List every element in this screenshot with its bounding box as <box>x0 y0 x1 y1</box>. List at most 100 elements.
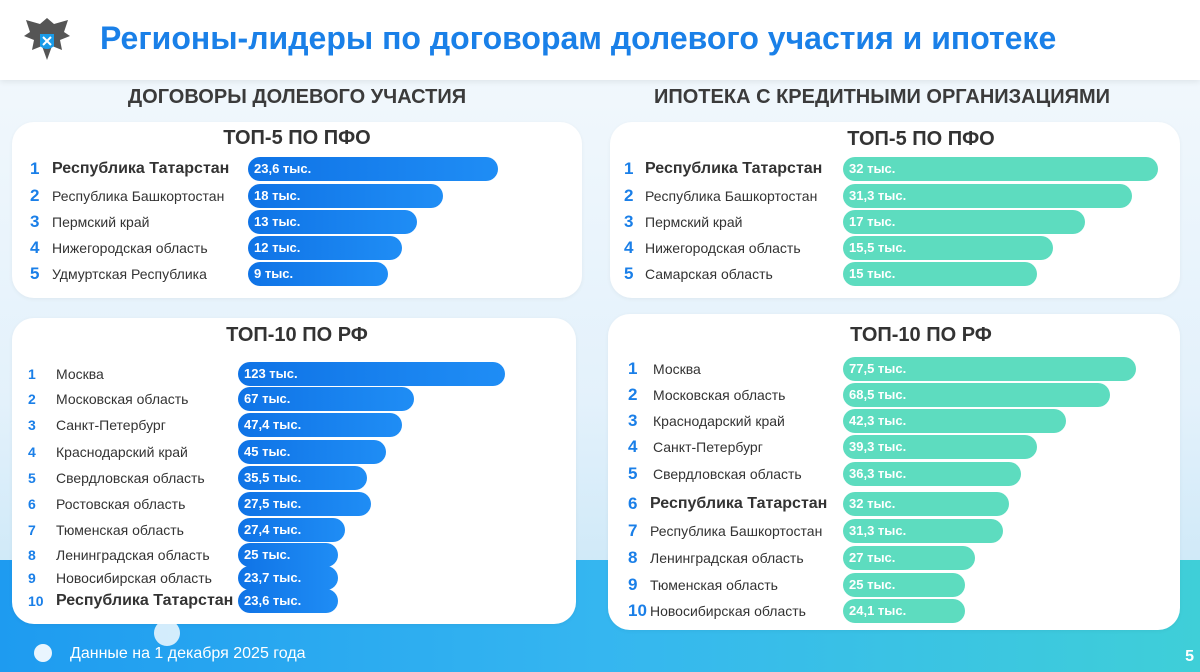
ddu-top5-region-name: Республика Башкортостан <box>52 188 225 204</box>
ddu-top5-rank: 4 <box>30 238 40 257</box>
mortgage-top5-region-name: Республика Татарстан <box>645 160 823 177</box>
mortgage-top5-rank: 1 <box>624 159 634 178</box>
mortgage-top10-value-bar: 68,5 тыс. <box>843 383 1110 407</box>
mortgage-top5-region-name: Самарская область <box>645 266 773 282</box>
mortgage-top10-title: ТОП-10 ПО РФ <box>850 324 992 346</box>
mortgage-top5-region-name: Республика Башкортостан <box>645 188 818 204</box>
mortgage-top10-value-bar: 42,3 тыс. <box>843 409 1066 433</box>
mortgage-top10-value-bar: 31,3 тыс. <box>843 519 1003 543</box>
mortgage-top5-rank: 5 <box>624 264 634 283</box>
page-title: Регионы-лидеры по договорам долевого уча… <box>100 20 1057 56</box>
location-pin-icon <box>34 644 52 662</box>
mortgage-top5-rank: 3 <box>624 212 634 231</box>
mortgage-top5-rank: 2 <box>624 186 634 205</box>
mortgage-top5-region-name: Нижегородская область <box>645 240 801 256</box>
ddu-top10-rank: 1 <box>28 366 36 382</box>
mortgage-top10-region-name: Московская область <box>653 387 786 403</box>
ddu-top10-rank: 7 <box>28 522 36 538</box>
ddu-top10-rank: 5 <box>28 470 36 486</box>
mortgage-top5-title: ТОП-5 ПО ПФО <box>847 128 995 150</box>
mortgage-top10-region-name: Санкт-Петербург <box>653 439 763 455</box>
mortgage-top10-rank: 6 <box>628 494 638 513</box>
mortgage-top10-rank: 1 <box>628 359 638 378</box>
ddu-top5-value-bar: 9 тыс. <box>248 262 388 286</box>
ddu-top10-rank: 4 <box>28 444 36 460</box>
mortgage-top5-value-bar: 31,3 тыс. <box>843 184 1132 208</box>
ddu-top10-rank: 2 <box>28 391 36 407</box>
ddu-top10-region-name: Свердловская область <box>56 470 205 486</box>
ddu-top10-rank: 10 <box>28 593 44 609</box>
emblem-logo-icon <box>24 18 70 60</box>
mortgage-top10-region-name: Республика Башкортостан <box>650 523 823 539</box>
ddu-top10-value-bar: 27,4 тыс. <box>238 518 345 542</box>
ddu-top5-value-bar: 23,6 тыс. <box>248 157 498 181</box>
ddu-top5-region-name: Нижегородская область <box>52 240 208 256</box>
mortgage-top10-rank: 7 <box>628 521 638 540</box>
mortgage-top10-region-name: Новосибирская область <box>650 603 806 619</box>
mortgage-top5-value-bar: 15 тыс. <box>843 262 1037 286</box>
ddu-top10-region-name: Ленинградская область <box>56 547 210 563</box>
mortgage-top10-region-name: Ленинградская область <box>650 550 804 566</box>
ddu-top5-rank: 1 <box>30 159 40 178</box>
mortgage-top10-value-bar: 27 тыс. <box>843 546 975 570</box>
right-section-heading: ИПОТЕКА С КРЕДИТНЫМИ ОРГАНИЗАЦИЯМИ <box>653 86 1111 108</box>
ddu-top5-value-bar: 18 тыс. <box>248 184 443 208</box>
user-icon <box>154 620 180 646</box>
header: Регионы-лидеры по договорам долевого уча… <box>0 0 1200 80</box>
ddu-top5-title: ТОП-5 ПО ПФО <box>223 127 371 149</box>
data-date-note: Данные на 1 декабря 2025 года <box>70 645 306 662</box>
mortgage-top10-rank: 2 <box>628 385 638 404</box>
ddu-top10-value-bar: 27,5 тыс. <box>238 492 371 516</box>
mortgage-top10-region-name: Краснодарский край <box>653 413 785 429</box>
mortgage-top10-region-name: Москва <box>653 361 701 377</box>
mortgage-top10-rank: 3 <box>628 411 638 430</box>
mortgage-top10-value-bar: 77,5 тыс. <box>843 357 1136 381</box>
ddu-top10-region-name: Московская область <box>56 391 189 407</box>
ddu-top5-value-bar: 12 тыс. <box>248 236 402 260</box>
mortgage-top10-rank: 8 <box>628 548 638 567</box>
ddu-top10-value-bar: 45 тыс. <box>238 440 386 464</box>
ddu-top5-rank: 2 <box>30 186 40 205</box>
ddu-top10-value-bar: 67 тыс. <box>238 387 414 411</box>
ddu-top10-value-bar: 25 тыс. <box>238 543 338 567</box>
ddu-top10-region-name: Санкт-Петербург <box>56 417 166 433</box>
ddu-top10-rank: 6 <box>28 496 36 512</box>
mortgage-top10-value-bar: 24,1 тыс. <box>843 599 965 623</box>
ddu-top10-region-name: Республика Татарстан <box>56 592 234 609</box>
left-section-heading: ДОГОВОРЫ ДОЛЕВОГО УЧАСТИЯ <box>127 86 467 108</box>
ddu-top5-region-name: Пермский край <box>52 214 150 230</box>
ddu-top10-value-bar: 23,6 тыс. <box>238 589 338 613</box>
mortgage-top10-region-name: Республика Татарстан <box>650 495 828 512</box>
ddu-top10-region-name: Ростовская область <box>56 496 186 512</box>
mortgage-top5-rank: 4 <box>624 238 634 257</box>
mortgage-top10-value-bar: 36,3 тыс. <box>843 462 1021 486</box>
mortgage-top10-rank: 9 <box>628 575 638 594</box>
mortgage-top10-value-bar: 25 тыс. <box>843 573 965 597</box>
mortgage-top10-rank: 5 <box>628 464 638 483</box>
ddu-top5-rank: 3 <box>30 212 40 231</box>
mortgage-top10-region-name: Свердловская область <box>653 466 802 482</box>
ddu-top10-region-name: Новосибирская область <box>56 570 212 586</box>
ddu-top5-region-name: Удмуртская Республика <box>52 266 207 282</box>
ddu-top10-region-name: Москва <box>56 366 104 382</box>
mortgage-top10-value-bar: 39,3 тыс. <box>843 435 1037 459</box>
page-number: 5 <box>1185 648 1194 665</box>
mortgage-top5-value-bar: 17 тыс. <box>843 210 1085 234</box>
mortgage-top5-value-bar: 32 тыс. <box>843 157 1158 181</box>
ddu-top10-title: ТОП-10 ПО РФ <box>226 324 368 346</box>
ddu-top10-value-bar: 35,5 тыс. <box>238 466 367 490</box>
ddu-top10-rank: 3 <box>28 417 36 433</box>
ddu-top10-value-bar: 47,4 тыс. <box>238 413 402 437</box>
ddu-top5-region-name: Республика Татарстан <box>52 160 230 177</box>
ddu-top10-rank: 9 <box>28 570 36 586</box>
ddu-top10-value-bar: 123 тыс. <box>238 362 505 386</box>
ddu-top10-region-name: Тюменская область <box>56 522 184 538</box>
ddu-top5-rank: 5 <box>30 264 40 283</box>
ddu-top5-value-bar: 13 тыс. <box>248 210 417 234</box>
ddu-top10-value-bar: 23,7 тыс. <box>238 566 338 590</box>
ddu-top10-rank: 8 <box>28 547 36 563</box>
mortgage-top10-region-name: Тюменская область <box>650 577 778 593</box>
ddu-top10-region-name: Краснодарский край <box>56 444 188 460</box>
mortgage-top5-value-bar: 15,5 тыс. <box>843 236 1053 260</box>
mortgage-top10-value-bar: 32 тыс. <box>843 492 1009 516</box>
